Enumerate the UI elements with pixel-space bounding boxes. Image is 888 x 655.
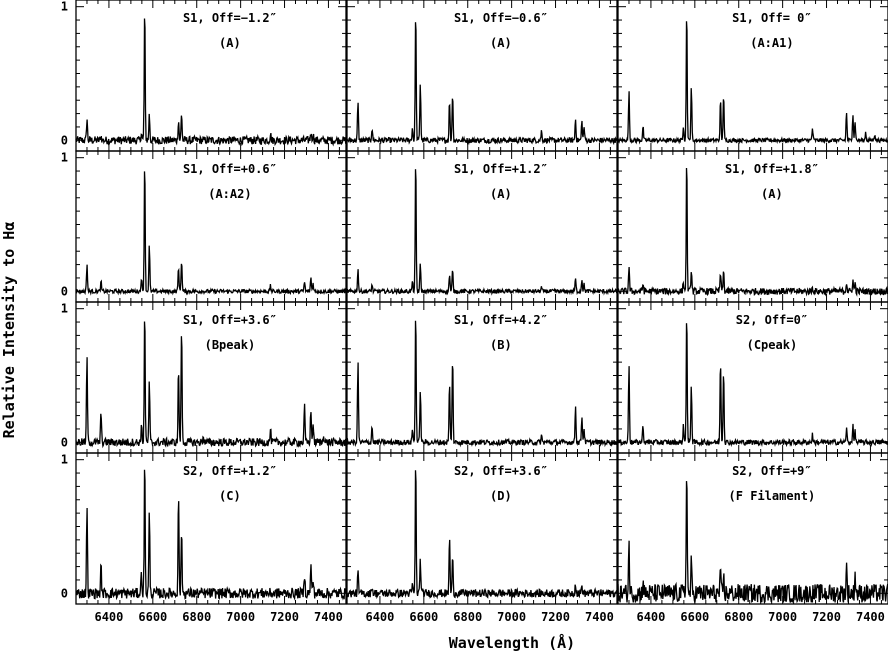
x-tick-label: 7200 <box>270 610 299 624</box>
spectrum-panel: S1, Off=+4.2″ (B) <box>346 301 618 454</box>
x-tick-label: 7000 <box>226 610 255 624</box>
panel-frame <box>75 452 347 605</box>
x-tick-label: 6400 <box>94 610 123 624</box>
spectrum-trace <box>346 169 618 296</box>
panel-title: S1, Off=+1.8″ <box>725 162 819 176</box>
y-axis-label: Relative Intensity to Hα <box>0 222 18 439</box>
panel-sublabel: (A:A2) <box>208 187 251 201</box>
spectrum-panel: 0 1 6400 6600 6800 7000 7200 7400 S2, Off=+1.2″ (… <box>61 452 347 624</box>
x-tick-label: 6400 <box>636 610 665 624</box>
panel-sublabel: (A) <box>490 187 512 201</box>
y-tick-label: 0 <box>61 586 68 600</box>
panel-sublabel: (A) <box>761 187 783 201</box>
x-tick-label: 6600 <box>409 610 438 624</box>
panel-title: S1, Off=+3.6″ <box>183 313 277 327</box>
spectrum-panel: 0 1 S1, Off=−1.2″ (A) <box>61 0 347 152</box>
panel-title: S2, Off=+3.6″ <box>454 464 548 478</box>
spectrum-trace <box>617 21 888 145</box>
y-tick-label: 1 <box>61 0 68 14</box>
y-tick-label: 1 <box>61 151 68 165</box>
spectrum-trace <box>346 22 618 146</box>
x-axis-label: Wavelength (Å) <box>449 633 575 652</box>
x-tick-label: 6400 <box>365 610 394 624</box>
x-tick-label: 6800 <box>182 610 211 624</box>
y-tick-label: 1 <box>61 302 68 316</box>
spectrum-panel: S1, Off=−0.6″ (A) <box>346 0 618 152</box>
x-tick-label: 7000 <box>497 610 526 624</box>
panel-sublabel: (Bpeak) <box>205 338 256 352</box>
spectrum-panel: S1, Off= 0″ (A:A1) <box>617 0 888 152</box>
spectrum-trace <box>75 321 347 449</box>
panel-title: S1, Off=−1.2″ <box>183 11 277 25</box>
panel-sublabel: (C) <box>219 489 241 503</box>
panel-sublabel: (D) <box>490 489 512 503</box>
spectrum-panel: S2, Off=0″ (Cpeak) <box>617 301 888 454</box>
panel-sublabel: (A) <box>219 36 241 50</box>
panel-title: S1, Off=+0.6″ <box>183 162 277 176</box>
panel-sublabel: (F Filament) <box>729 489 816 503</box>
panel-title: S1, Off=+4.2″ <box>454 313 548 327</box>
panel-title: S1, Off=+1.2″ <box>454 162 548 176</box>
spectrum-panel: S1, Off=+1.8″ (A) <box>617 150 888 303</box>
spectrum-trace <box>346 320 618 448</box>
panel-title: S1, Off= 0″ <box>732 11 811 25</box>
spectrum-panel: S1, Off=+1.2″ (A) <box>346 150 618 303</box>
panel-sublabel: (B) <box>490 338 512 352</box>
spectrum-trace <box>617 167 888 297</box>
y-tick-label: 0 <box>61 133 68 147</box>
x-tick-label: 6800 <box>453 610 482 624</box>
panel-title: S2, Off=0″ <box>736 313 808 327</box>
y-tick-label: 0 <box>61 284 68 298</box>
y-tick-label: 1 <box>61 453 68 467</box>
x-tick-label: 7400 <box>856 610 885 624</box>
y-tick-label: 0 <box>61 435 68 449</box>
panel-frame <box>617 452 888 605</box>
panel-title: S2, Off=+9″ <box>732 464 811 478</box>
panel-sublabel: (A:A1) <box>750 36 793 50</box>
panel-sublabel: (Cpeak) <box>747 338 798 352</box>
spectrum-panel: 6400 6600 6800 7000 7200 7400 S2, Off=+9″ (F Fi… <box>617 452 888 624</box>
x-tick-label: 6800 <box>724 610 753 624</box>
spectrum-panel: 0 1 S1, Off=+0.6″ (A:A2) <box>61 150 347 303</box>
panel-sublabel: (A) <box>490 36 512 50</box>
x-tick-label: 7000 <box>768 610 797 624</box>
spectrum-trace <box>75 171 347 296</box>
spectrum-panel: 6400 6600 6800 7000 7200 7400 S2, Off=+3.6″ (D) <box>346 452 618 624</box>
spectrum-trace <box>75 469 347 601</box>
spectrum-trace <box>617 323 888 448</box>
panel-title: S2, Off=+1.2″ <box>183 464 277 478</box>
spectrum-trace <box>617 481 888 605</box>
spectrum-trace <box>346 470 618 600</box>
panel-title: S1, Off=−0.6″ <box>454 11 548 25</box>
x-tick-label: 7400 <box>585 610 614 624</box>
x-tick-label: 7400 <box>314 610 343 624</box>
panel-frame <box>346 452 618 605</box>
x-tick-label: 7200 <box>812 610 841 624</box>
x-tick-label: 6600 <box>138 610 167 624</box>
x-tick-label: 7200 <box>541 610 570 624</box>
x-tick-label: 6600 <box>680 610 709 624</box>
spectrum-panel: 0 1 S1, Off=+3.6″ (Bpeak) <box>61 301 347 454</box>
spectrum-trace <box>75 18 347 147</box>
